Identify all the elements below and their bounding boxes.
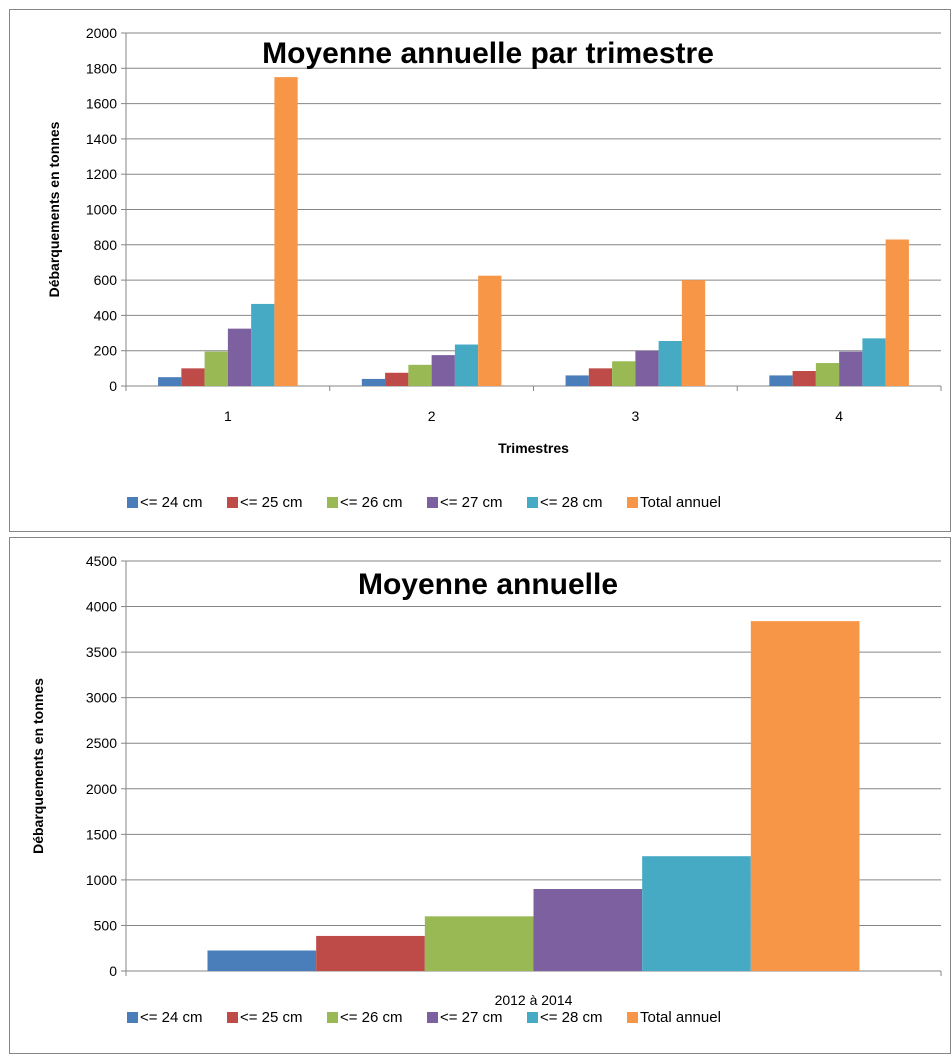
legend-swatch bbox=[227, 1012, 238, 1023]
bar bbox=[750, 621, 860, 971]
x-tick-label: 3 bbox=[631, 408, 639, 424]
y-tick-label: 1800 bbox=[86, 60, 117, 76]
bar bbox=[658, 340, 682, 386]
bar bbox=[227, 328, 252, 386]
legend-swatch bbox=[427, 497, 438, 508]
y-tick-label: 3000 bbox=[86, 690, 117, 706]
x-tick-label: 1 bbox=[224, 408, 232, 424]
bar bbox=[316, 935, 425, 971]
bar bbox=[431, 355, 455, 386]
chart-annual: 0 500 1000 1500 2000 2500 3000 3500 4000 4500 2012… bbox=[30, 553, 942, 1026]
y-tick-label: 600 bbox=[94, 272, 118, 288]
y-tick-label: 400 bbox=[94, 307, 118, 323]
legend-swatch bbox=[627, 497, 638, 508]
legend-swatch bbox=[127, 497, 138, 508]
y-tick-label: 500 bbox=[94, 917, 118, 933]
bar bbox=[274, 77, 298, 386]
legend-label: <= 28 cm bbox=[540, 494, 603, 511]
bar bbox=[681, 280, 706, 386]
legend-swatch bbox=[427, 1012, 438, 1023]
legend-label: <= 28 cm bbox=[540, 1009, 603, 1026]
chart-title: Moyenne annuelle bbox=[358, 568, 618, 601]
y-tick-label: 1600 bbox=[86, 96, 117, 112]
x-axis-label: Trimestres bbox=[498, 440, 569, 456]
legend-label: <= 26 cm bbox=[340, 1009, 403, 1026]
y-tick-label: 0 bbox=[109, 963, 117, 979]
y-tick-label: 2000 bbox=[86, 25, 117, 41]
chart-title: Moyenne annuelle par trimestre bbox=[262, 37, 714, 70]
bar bbox=[792, 370, 816, 386]
bar bbox=[158, 377, 182, 386]
legend-label: <= 25 cm bbox=[240, 494, 303, 511]
bar bbox=[815, 363, 840, 386]
bar bbox=[839, 351, 863, 386]
legend-label: <= 26 cm bbox=[340, 494, 403, 511]
legend-label: <= 27 cm bbox=[440, 494, 503, 511]
y-tick-label: 200 bbox=[94, 343, 118, 359]
legend-swatch bbox=[227, 497, 238, 508]
y-tick-label: 1200 bbox=[86, 166, 117, 182]
legend-label: <= 27 cm bbox=[440, 1009, 503, 1026]
y-tick-label: 2000 bbox=[86, 781, 117, 797]
legend-label: <= 24 cm bbox=[140, 1009, 203, 1026]
x-tick-label: 2 bbox=[428, 408, 436, 424]
chart-quarterly: 0 200 400 600 800 1000 1200 1400 1600 1800 2000 1 2 3… bbox=[46, 25, 942, 511]
legend-swatch bbox=[327, 497, 338, 508]
y-tick-label: 2500 bbox=[86, 735, 117, 751]
bar bbox=[642, 856, 751, 971]
legend-label: <= 25 cm bbox=[240, 1009, 303, 1026]
bar bbox=[635, 350, 659, 386]
legend-label: Total annuel bbox=[640, 494, 721, 511]
legend-swatch bbox=[327, 1012, 338, 1023]
legend-swatch bbox=[527, 497, 538, 508]
y-axis-label: Débarquements en tonnes bbox=[46, 121, 62, 297]
bar bbox=[361, 378, 386, 386]
bar bbox=[424, 916, 534, 971]
bar bbox=[565, 375, 589, 386]
bar bbox=[207, 950, 317, 971]
y-tick-label: 1500 bbox=[86, 826, 117, 842]
legend-swatch bbox=[127, 1012, 138, 1023]
y-tick-label: 0 bbox=[109, 378, 117, 394]
bar bbox=[385, 372, 409, 386]
bar bbox=[862, 338, 886, 386]
bar bbox=[454, 344, 479, 386]
bar bbox=[885, 239, 909, 386]
bar bbox=[478, 275, 502, 386]
y-tick-label: 1400 bbox=[86, 131, 117, 147]
legend-swatch bbox=[627, 1012, 638, 1023]
bar bbox=[408, 364, 432, 386]
y-tick-label: 3500 bbox=[86, 644, 117, 660]
y-axis-label: Débarquements en tonnes bbox=[30, 678, 46, 854]
chart-panel-quarterly: 0 200 400 600 800 1000 1200 1400 1600 1800 2000 1 2 3… bbox=[9, 9, 951, 532]
y-tick-label: 1000 bbox=[86, 202, 117, 218]
bar bbox=[533, 889, 643, 971]
legend-label: <= 24 cm bbox=[140, 494, 203, 511]
y-tick-label: 4500 bbox=[86, 553, 117, 569]
bar bbox=[251, 303, 275, 386]
bar bbox=[769, 375, 793, 386]
bar bbox=[181, 368, 205, 386]
legend-swatch bbox=[527, 1012, 538, 1023]
x-tick-label: 2012 à 2014 bbox=[495, 992, 573, 1008]
bar bbox=[612, 361, 636, 386]
x-tick-label: 4 bbox=[835, 408, 843, 424]
bar bbox=[588, 368, 613, 386]
y-tick-label: 1000 bbox=[86, 872, 117, 888]
bar bbox=[204, 351, 228, 386]
legend-label: Total annuel bbox=[640, 1009, 721, 1026]
y-tick-label: 800 bbox=[94, 237, 118, 253]
chart-panel-annual: 0 500 1000 1500 2000 2500 3000 3500 4000 4500 2012… bbox=[9, 537, 951, 1054]
y-tick-label: 4000 bbox=[86, 599, 117, 615]
